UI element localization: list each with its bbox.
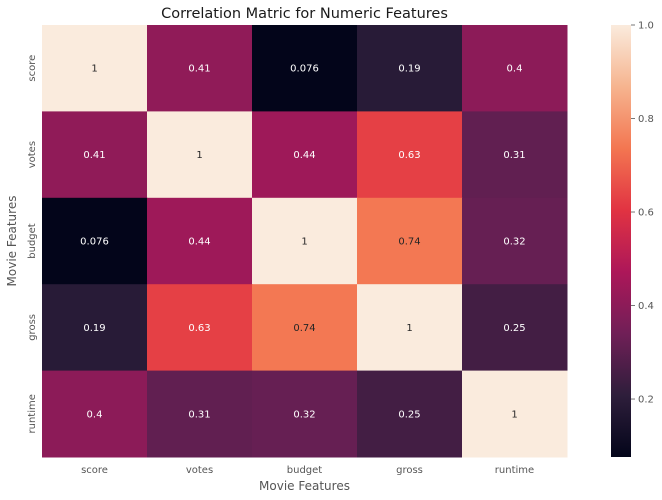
cell-value-label: 0.076 [80, 237, 109, 248]
y-axis-ticks: score votes budget gross runtime [27, 55, 38, 434]
colorbar-tick-label: 0.8 [638, 114, 654, 125]
heatmap-cell-budget-score [42, 197, 148, 285]
heatmap-cell-votes-budget [252, 111, 358, 199]
cell-value-label: 0.32 [503, 237, 525, 248]
colorbar-ticks: 0.2 0.4 0.6 0.8 1.0 [631, 21, 654, 406]
x-axis-title: Movie Features [259, 479, 350, 493]
cell-value-label: 0.74 [398, 237, 420, 248]
x-tick-label-votes: votes [186, 465, 213, 476]
x-tick-label-runtime: runtime [495, 465, 534, 476]
heatmap-cell-runtime-score [42, 370, 148, 458]
cell-value-label: 0.25 [503, 323, 525, 334]
cell-value-label: 0.31 [503, 150, 525, 161]
cell-value-label: 0.74 [293, 323, 315, 334]
x-tick-label-budget: budget [287, 465, 323, 476]
colorbar-tick-label: 0.4 [638, 301, 654, 312]
heatmap-cell-votes-votes [147, 111, 253, 199]
heatmap-cell-score-score [42, 25, 148, 112]
chart-title: Correlation Matric for Numeric Features [161, 6, 448, 22]
cell-value-label: 0.32 [293, 409, 315, 420]
heatmap-cell-budget-votes [147, 197, 253, 285]
cell-value-label: 0.63 [398, 150, 420, 161]
heatmap-cell-budget-runtime [462, 197, 568, 285]
cell-value-label: 0.41 [188, 64, 210, 75]
heatmap-cell-gross-budget [252, 284, 358, 372]
y-tick-label-gross: gross [27, 314, 38, 341]
cell-value-label: 1 [406, 323, 412, 334]
x-tick-label-gross: gross [396, 465, 423, 476]
cell-value-label: 0.25 [398, 409, 420, 420]
cell-value-label: 0.19 [398, 64, 420, 75]
heatmap-cells [42, 25, 568, 458]
colorbar-gradient [611, 25, 631, 457]
heatmap-cell-budget-budget [252, 197, 358, 285]
heatmap-cell-runtime-votes [147, 370, 253, 458]
cell-value-label: 0.31 [188, 409, 210, 420]
colorbar: 0.2 0.4 0.6 0.8 1.0 [611, 21, 654, 457]
x-axis-ticks: score votes budget gross runtime [81, 465, 534, 476]
heatmap-cell-runtime-runtime [462, 370, 568, 458]
cell-value-label: 1 [511, 409, 517, 420]
heatmap-cell-votes-gross [357, 111, 463, 199]
heatmap-cell-score-runtime [462, 25, 568, 112]
cell-value-label: 0.19 [83, 323, 105, 334]
heatmap-cell-score-budget [252, 25, 358, 112]
y-tick-label-runtime: runtime [27, 394, 38, 433]
colorbar-tick-label: 1.0 [638, 21, 654, 32]
heatmap-cell-votes-runtime [462, 111, 568, 199]
cell-value-label: 0.63 [188, 323, 210, 334]
cell-value-label: 0.4 [507, 64, 523, 75]
cell-value-label: 0.44 [293, 150, 315, 161]
heatmap-cell-labels: 1 0.41 0.076 0.19 0.40.41 1 0.44 0.63 0.310.076 0… [80, 64, 525, 421]
y-tick-label-score: score [27, 55, 38, 82]
heatmap-cell-score-votes [147, 25, 253, 112]
colorbar-tick-label: 0.2 [638, 395, 654, 406]
y-tick-label-votes: votes [27, 141, 38, 168]
heatmap-cell-votes-score [42, 111, 148, 199]
y-axis-title: Movie Features [5, 196, 19, 287]
heatmap-cell-gross-runtime [462, 284, 568, 372]
x-tick-label-score: score [81, 465, 108, 476]
y-tick-label-budget: budget [27, 223, 38, 259]
heatmap-cell-gross-gross [357, 284, 463, 372]
cell-value-label: 0.44 [188, 237, 210, 248]
cell-value-label: 0.4 [87, 409, 103, 420]
cell-value-label: 1 [301, 237, 307, 248]
cell-value-label: 0.41 [83, 150, 105, 161]
colorbar-tick-label: 0.6 [638, 208, 654, 219]
heatmap-cell-runtime-budget [252, 370, 358, 458]
heatmap-cell-gross-score [42, 284, 148, 372]
heatmap-cell-gross-votes [147, 284, 253, 372]
heatmap-cell-runtime-gross [357, 370, 463, 458]
heatmap-cell-score-gross [357, 25, 463, 112]
cell-value-label: 1 [91, 64, 97, 75]
heatmap-cell-budget-gross [357, 197, 463, 285]
cell-value-label: 0.076 [290, 64, 319, 75]
cell-value-label: 1 [196, 150, 202, 161]
